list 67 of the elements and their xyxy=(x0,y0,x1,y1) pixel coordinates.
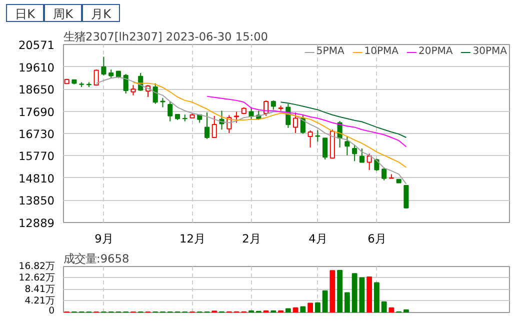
y-tick-label: 18650 xyxy=(18,82,55,97)
bar xyxy=(344,292,350,312)
y-tick-label: 15770 xyxy=(18,149,55,164)
text: 日K xyxy=(6,4,44,22)
bar xyxy=(308,302,314,312)
bar xyxy=(300,306,306,312)
candlestick xyxy=(382,166,387,181)
text: 周K xyxy=(44,4,82,22)
y-tick-label: 16.82万 xyxy=(18,261,55,272)
chart-title: 成交量:9658 xyxy=(64,252,130,266)
bar xyxy=(330,270,336,312)
candlestick xyxy=(322,138,328,160)
x-tick-label: 4月 xyxy=(308,232,327,246)
chart-title: 生猪2307[lh2307] 2023-06-30 15:00 xyxy=(64,30,268,44)
candlestick xyxy=(234,111,240,124)
candlestick xyxy=(300,114,306,134)
legend-label: 20PMA xyxy=(418,46,453,57)
candlestick xyxy=(315,130,320,142)
candlestick xyxy=(123,74,128,94)
bar xyxy=(292,307,298,312)
x-tick-label: 9月 xyxy=(94,232,113,246)
y-tick-label: 12.62万 xyxy=(18,272,55,284)
candlestick xyxy=(248,106,254,120)
y-tick-label: 8.41万 xyxy=(24,284,55,295)
legend-label: 5PMA xyxy=(316,46,344,57)
bar xyxy=(374,282,380,312)
legend-label: 30PMA xyxy=(472,46,507,57)
candlestick xyxy=(293,112,298,134)
candlestick xyxy=(374,158,380,172)
candlestick xyxy=(404,185,409,210)
text: 月K xyxy=(82,4,120,22)
y-tick-label: 0 xyxy=(48,306,55,316)
candlestick xyxy=(344,136,350,156)
x-tick-label: 6月 xyxy=(368,232,386,246)
candlestick xyxy=(270,100,276,110)
bar xyxy=(366,276,372,312)
candlestick xyxy=(94,69,99,86)
bar xyxy=(285,308,291,312)
y-tick-label: 14810 xyxy=(18,171,55,186)
candlestick xyxy=(212,115,217,138)
bar xyxy=(337,270,343,312)
candlestick xyxy=(101,56,106,76)
line-series xyxy=(206,96,407,148)
y-tick-label: 20571 xyxy=(18,38,55,52)
y-tick-label: 17690 xyxy=(18,104,55,119)
y-tick-label: 16730 xyxy=(18,127,55,141)
x-tick-label: 2月 xyxy=(242,232,260,246)
legend-label: 10PMA xyxy=(364,46,399,57)
bar xyxy=(403,309,409,312)
y-tick-label: 19610 xyxy=(18,60,55,74)
candlestick xyxy=(168,100,173,122)
bar xyxy=(314,302,320,312)
candlestick xyxy=(204,112,210,140)
y-tick-label: 12889 xyxy=(18,216,55,230)
candlestick xyxy=(308,130,313,148)
y-tick-label: 4.21万 xyxy=(24,295,55,306)
candlestick xyxy=(352,144,358,162)
candlestick xyxy=(152,82,158,104)
candlestick xyxy=(160,98,166,108)
candlestick xyxy=(359,148,364,163)
x-tick-label: 12月 xyxy=(180,232,205,246)
bar xyxy=(322,290,328,312)
bar xyxy=(388,307,394,312)
bar xyxy=(381,301,387,312)
y-tick-label: 13850 xyxy=(18,194,55,208)
line-series xyxy=(280,102,407,138)
candlestick xyxy=(130,84,136,96)
